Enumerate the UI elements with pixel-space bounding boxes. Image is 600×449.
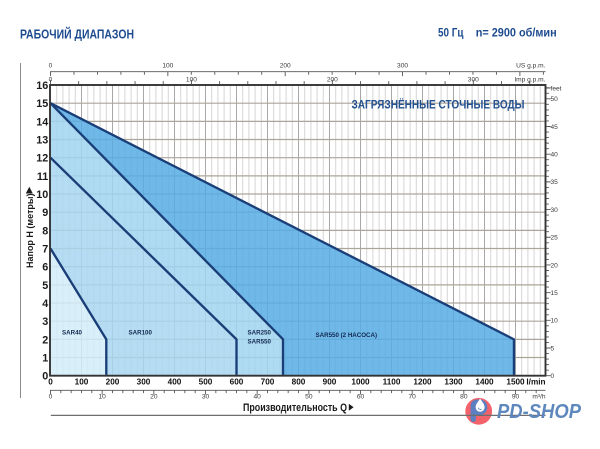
svg-text:n= 2900 об/мин: n= 2900 об/мин (476, 26, 557, 39)
svg-text:SAR40: SAR40 (62, 330, 83, 337)
svg-text:ЗАГРЯЗНЁННЫЕ СТОЧНЫЕ ВОДЫ: ЗАГРЯЗНЁННЫЕ СТОЧНЫЕ ВОДЫ (352, 99, 525, 112)
svg-text:50: 50 (305, 394, 313, 401)
svg-text:PD-SHOP: PD-SHOP (497, 401, 582, 423)
svg-text:1: 1 (42, 352, 48, 364)
svg-text:100: 100 (162, 62, 173, 69)
svg-text:200: 200 (280, 62, 291, 69)
svg-text:14: 14 (36, 116, 48, 128)
svg-text:5: 5 (42, 280, 48, 292)
svg-text:10: 10 (36, 189, 48, 201)
svg-text:700: 700 (261, 378, 275, 387)
svg-text:1100: 1100 (383, 378, 401, 387)
svg-text:Imp g.p.m.: Imp g.p.m. (514, 77, 545, 84)
svg-text:30: 30 (551, 207, 559, 214)
svg-text:100: 100 (186, 77, 197, 84)
svg-text:0: 0 (49, 62, 53, 69)
svg-text:40: 40 (253, 394, 261, 401)
svg-text:SAR550: SAR550 (248, 339, 272, 346)
svg-text:feet: feet (551, 85, 562, 92)
svg-text:20: 20 (551, 262, 559, 269)
svg-text:45: 45 (551, 124, 559, 131)
svg-text:0: 0 (551, 373, 555, 380)
svg-text:20: 20 (150, 394, 158, 401)
svg-text:60: 60 (357, 394, 365, 401)
svg-text:1400: 1400 (475, 378, 494, 387)
svg-text:4: 4 (42, 298, 48, 310)
svg-text:9: 9 (42, 207, 48, 219)
svg-text:70: 70 (408, 394, 416, 401)
svg-text:25: 25 (551, 235, 559, 242)
svg-text:600: 600 (230, 378, 244, 387)
svg-text:Производительность Q: Производительность Q (243, 402, 347, 414)
svg-text:35: 35 (551, 179, 559, 186)
svg-text:200: 200 (106, 378, 120, 387)
svg-text:100: 100 (75, 378, 89, 387)
svg-text:7: 7 (42, 243, 48, 255)
svg-text:0: 0 (48, 378, 53, 387)
svg-text:РАБОЧИЙ ДИАПАЗОН: РАБОЧИЙ ДИАПАЗОН (20, 26, 134, 41)
svg-text:6: 6 (42, 262, 48, 274)
svg-text:800: 800 (292, 378, 306, 387)
svg-text:15: 15 (36, 98, 48, 110)
svg-text:11: 11 (37, 171, 48, 183)
svg-text:1000: 1000 (351, 378, 370, 387)
svg-text:1200: 1200 (413, 378, 432, 387)
svg-text:0: 0 (49, 77, 53, 84)
svg-text:2: 2 (42, 334, 48, 346)
svg-text:16: 16 (36, 80, 48, 92)
svg-text:200: 200 (327, 77, 338, 84)
svg-text:1500: 1500 (506, 378, 525, 387)
svg-text:l/min: l/min (526, 378, 545, 387)
svg-text:50: 50 (551, 96, 559, 103)
svg-text:1300: 1300 (444, 378, 463, 387)
svg-text:10: 10 (98, 394, 106, 401)
svg-text:40: 40 (551, 152, 559, 159)
svg-text:90: 90 (512, 394, 520, 401)
svg-text:80: 80 (460, 394, 468, 401)
svg-text:300: 300 (137, 378, 151, 387)
svg-text:30: 30 (202, 394, 210, 401)
svg-text:Напор Н (метры): Напор Н (метры) (25, 193, 35, 268)
svg-text:SAR100: SAR100 (129, 330, 153, 337)
svg-text:3: 3 (42, 316, 48, 328)
svg-text:US g.p.m.: US g.p.m. (516, 62, 545, 69)
svg-text:0: 0 (49, 394, 53, 401)
svg-text:SAR550 (2 HACOCA): SAR550 (2 HACOCA) (316, 332, 378, 339)
svg-text:0: 0 (42, 371, 48, 383)
svg-text:12: 12 (36, 153, 48, 165)
svg-text:15: 15 (551, 290, 559, 297)
svg-text:900: 900 (323, 378, 337, 387)
svg-text:500: 500 (199, 378, 213, 387)
svg-text:m³/h: m³/h (532, 394, 546, 401)
svg-text:SAR250: SAR250 (248, 330, 272, 337)
svg-text:300: 300 (468, 77, 479, 84)
svg-text:5: 5 (551, 345, 555, 352)
svg-text:300: 300 (397, 62, 408, 69)
svg-text:50 Гц: 50 Гц (438, 26, 464, 39)
svg-text:8: 8 (42, 225, 48, 237)
svg-text:400: 400 (168, 378, 182, 387)
svg-text:13: 13 (36, 134, 48, 146)
svg-text:10: 10 (551, 318, 559, 325)
